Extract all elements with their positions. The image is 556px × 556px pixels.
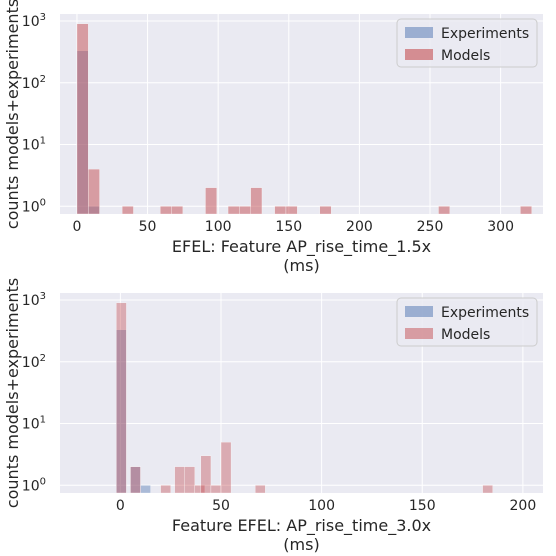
models-bar	[482, 485, 493, 493]
chart-panel-2: 0 50 100 150 200 100 101 102 103 Feature EFEL: AP…	[3, 278, 543, 554]
models-bar	[319, 206, 332, 214]
models-bar	[220, 441, 232, 493]
models-bar	[116, 302, 127, 493]
y-tick-label: 101	[22, 415, 46, 433]
models-bar	[174, 466, 185, 493]
models-bar	[121, 206, 134, 214]
models-bar	[520, 206, 532, 214]
models-legend-swatch	[405, 328, 433, 339]
x-tick-label: 200	[346, 219, 373, 235]
x-axis-label: Feature EFEL: AP_rise_time_3.0x	[172, 516, 431, 536]
models-legend-label: Models	[441, 327, 490, 343]
x-tick-label: 0	[116, 498, 125, 514]
y-tick-label: 101	[22, 136, 46, 154]
legend: Experiments Models	[396, 18, 538, 68]
models-bar	[205, 187, 217, 214]
x-axis-label: EFEL: Feature AP_rise_time_1.5x	[172, 237, 431, 257]
x-tick-label: 50	[139, 219, 157, 235]
y-tick-label: 103	[22, 12, 46, 30]
y-tick-label: 102	[22, 353, 46, 371]
models-bar	[210, 485, 222, 493]
y-tick-label: 102	[22, 74, 46, 92]
models-bar	[250, 187, 263, 214]
x-tick-label: 50	[212, 498, 230, 514]
x-tick-label: 300	[487, 219, 514, 235]
models-bar	[76, 23, 89, 214]
models-bar	[274, 206, 287, 214]
models-bar	[88, 168, 100, 214]
models-bar	[239, 206, 251, 214]
y-tick-label: 100	[22, 197, 46, 215]
x-axis-unit: (ms)	[283, 535, 319, 554]
models-bar	[160, 206, 172, 214]
models-bar	[171, 206, 184, 214]
x-tick-label: 100	[308, 498, 335, 514]
models-bar	[200, 455, 212, 493]
models-bar	[194, 485, 206, 493]
models-bar	[285, 206, 298, 214]
experiments-legend-swatch	[405, 27, 433, 38]
models-bar	[160, 485, 171, 493]
y-axis-label: counts models+experiments	[3, 0, 22, 229]
x-tick-label: 200	[510, 498, 537, 514]
x-axis-unit: (ms)	[283, 256, 319, 275]
x-tick-label: 250	[417, 219, 444, 235]
y-tick-label: 100	[22, 476, 46, 494]
y-axis-label: counts models+experiments	[3, 278, 22, 508]
models-bar	[130, 466, 141, 493]
experiments-legend-label: Experiments	[441, 305, 529, 321]
bars	[76, 23, 532, 214]
experiments-bar	[140, 485, 151, 493]
models-bar	[255, 485, 266, 493]
x-tick-label: 150	[409, 498, 436, 514]
x-tick-label: 0	[72, 219, 81, 235]
models-bar	[438, 206, 450, 214]
y-tick-label: 103	[22, 291, 46, 309]
experiments-legend-label: Experiments	[441, 26, 529, 42]
models-legend-swatch	[405, 49, 433, 60]
legend: Experiments Models	[396, 297, 538, 347]
models-legend-label: Models	[441, 48, 490, 64]
models-bar	[227, 206, 240, 214]
experiments-legend-swatch	[405, 306, 433, 317]
models-bar	[184, 466, 195, 493]
bars	[116, 302, 493, 493]
x-tick-label: 100	[205, 219, 232, 235]
x-tick-label: 150	[275, 219, 302, 235]
chart-panel-1: 0 50 100 150 200 250 300 100 101 102 103 EFEL: Feat…	[3, 0, 543, 275]
